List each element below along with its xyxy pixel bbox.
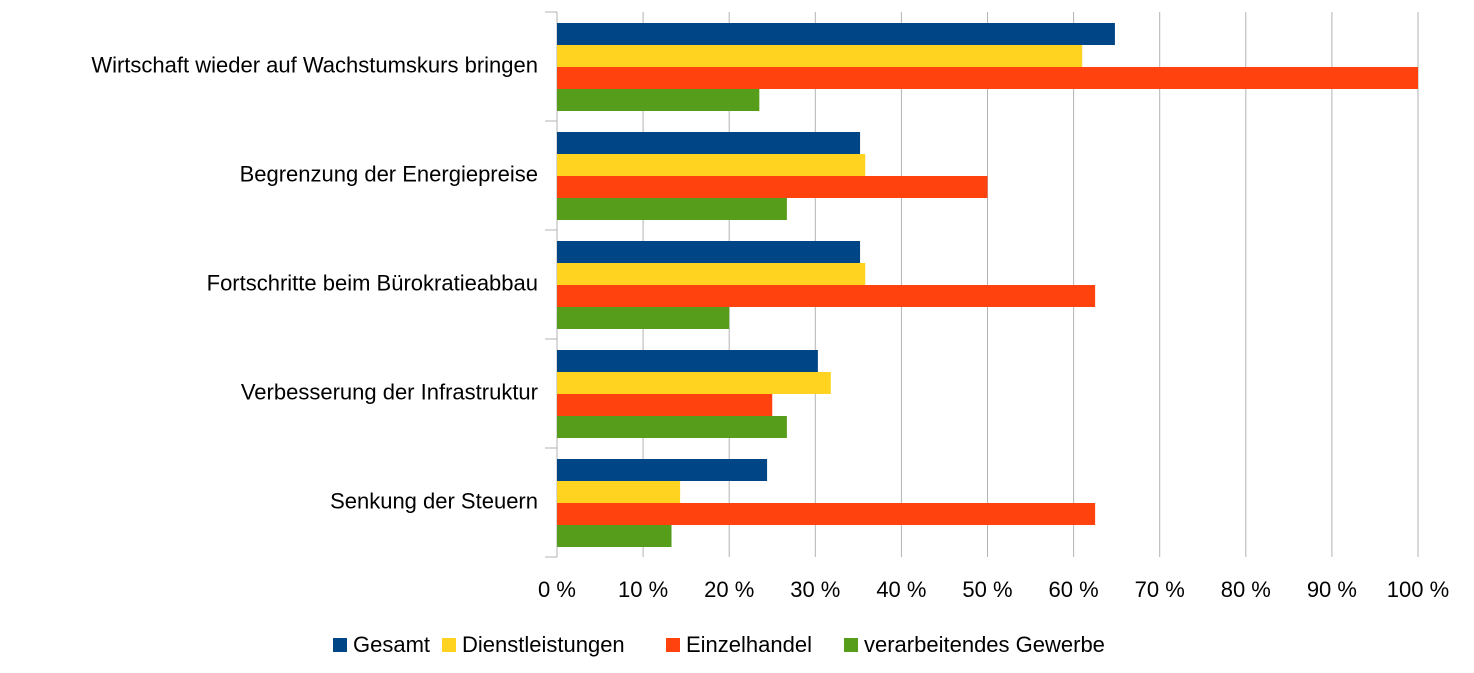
bar <box>557 45 1083 67</box>
x-tick-label: 0 % <box>538 577 576 602</box>
x-tick-label: 10 % <box>618 577 668 602</box>
bar <box>557 154 866 176</box>
y-tick-label: Senkung der Steuern <box>330 488 538 513</box>
bar <box>557 481 681 503</box>
legend-swatch <box>333 638 347 652</box>
x-tick-label: 100 % <box>1387 577 1449 602</box>
bar <box>557 132 861 154</box>
bar <box>557 23 1115 45</box>
legend-swatch <box>666 638 680 652</box>
x-tick-label: 50 % <box>962 577 1012 602</box>
legend-label: verarbeitendes Gewerbe <box>864 632 1105 657</box>
bar <box>557 198 787 220</box>
bar <box>557 67 1418 89</box>
y-tick-label: Begrenzung der Energiepreise <box>240 161 538 186</box>
x-tick-label: 30 % <box>790 577 840 602</box>
y-tick-label: Verbesserung der Infrastruktur <box>241 379 538 404</box>
bar <box>557 416 787 438</box>
bar <box>557 372 831 394</box>
x-tick-label: 60 % <box>1049 577 1099 602</box>
bar <box>557 525 672 547</box>
y-tick-label: Wirtschaft wieder auf Wachstumskurs brin… <box>91 52 538 77</box>
bar <box>557 394 773 416</box>
bar <box>557 241 861 263</box>
legend-label: Gesamt <box>353 632 430 657</box>
y-tick-label: Fortschritte beim Bürokratieabbau <box>207 270 538 295</box>
x-tick-label: 40 % <box>876 577 926 602</box>
legend-label: Dienstleistungen <box>462 632 625 657</box>
bar <box>557 459 768 481</box>
bar <box>557 263 866 285</box>
x-tick-label: 90 % <box>1307 577 1357 602</box>
bar <box>557 503 1096 525</box>
x-tick-label: 20 % <box>704 577 754 602</box>
bar <box>557 176 988 198</box>
bar <box>557 307 730 329</box>
x-tick-label: 80 % <box>1221 577 1271 602</box>
x-tick-label: 70 % <box>1135 577 1185 602</box>
bar <box>557 350 818 372</box>
legend-swatch <box>844 638 858 652</box>
legend-swatch <box>442 638 456 652</box>
bar <box>557 285 1096 307</box>
legend-label: Einzelhandel <box>686 632 812 657</box>
bar <box>557 89 760 111</box>
